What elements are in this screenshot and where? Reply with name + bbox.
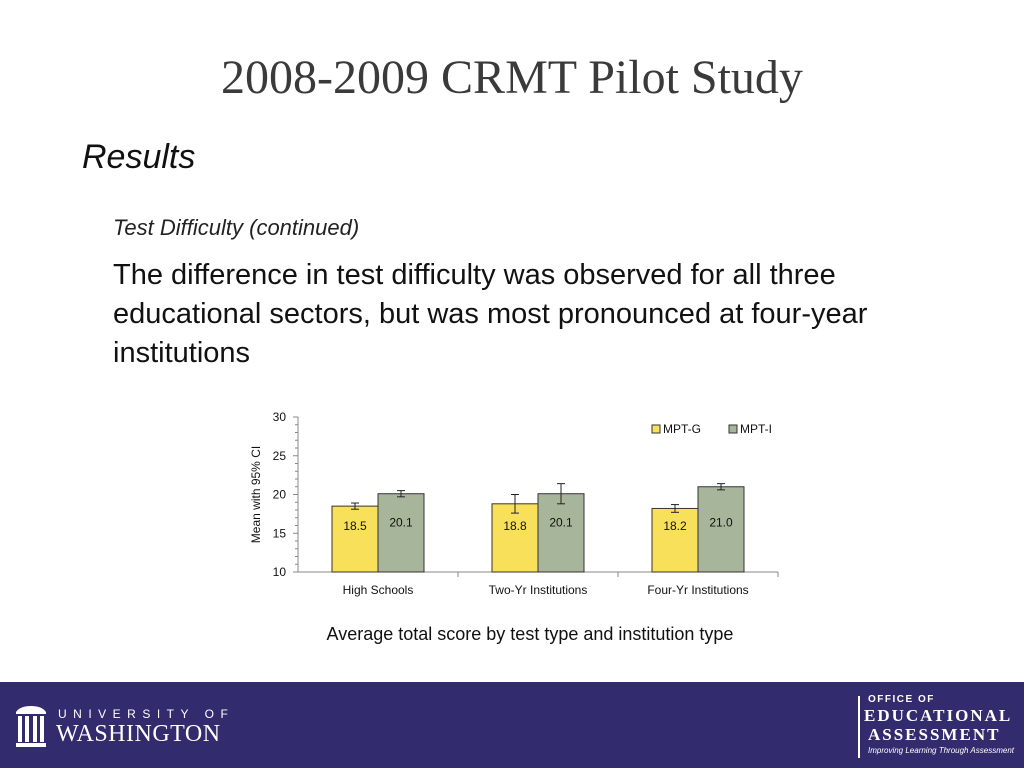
bar-mpt-i xyxy=(377,493,425,573)
legend-label: MPT-G xyxy=(663,422,701,436)
oea-office-of: OFFICE OF xyxy=(868,694,935,705)
y-tick-label: 10 xyxy=(273,565,287,579)
bar-mpt-g xyxy=(651,507,699,573)
footer-bar: UNIVERSITY OF WASHINGTON OFFICE OF EDUCA… xyxy=(0,682,1024,768)
data-label: 18.5 xyxy=(343,519,367,533)
y-tick-label: 15 xyxy=(273,526,287,540)
legend-swatch xyxy=(651,424,661,434)
subheading: Test Difficulty (continued) xyxy=(113,215,360,240)
column-icon xyxy=(16,706,46,747)
chart-svg: 10 15 20 25 30 Mean with 95% CI High Schools 18… xyxy=(249,410,779,597)
bar-mpt-i xyxy=(697,486,745,573)
bar-mpt-g xyxy=(331,505,379,573)
y-tick-label: 20 xyxy=(273,488,287,502)
x-tick-label: High Schools xyxy=(343,583,414,597)
oea-logo: OFFICE OF EDUCATIONAL ASSESSMENT Improvi… xyxy=(858,692,1014,760)
bar-chart: 10 15 20 25 30 Mean with 95% CI High Schools 18… xyxy=(240,400,800,610)
legend-label: MPT-I xyxy=(740,422,772,436)
y-axis-title: Mean with 95% CI xyxy=(249,446,263,543)
data-label: 18.2 xyxy=(663,519,687,533)
section-heading: Results xyxy=(82,138,196,176)
uw-name-bottom: WASHINGTON xyxy=(56,721,221,747)
oea-divider xyxy=(858,696,860,758)
oea-assessment: ASSESSMENT xyxy=(868,725,1001,744)
x-tick-label: Four-Yr Institutions xyxy=(647,583,748,597)
chart-caption: Average total score by test type and ins… xyxy=(326,624,734,644)
body-text: The difference in test difficulty was ob… xyxy=(113,259,868,369)
oea-educational: EDUCATIONAL xyxy=(864,706,1013,725)
y-tick-label: 25 xyxy=(273,449,287,463)
slide-title: 2008-2009 CRMT Pilot Study xyxy=(221,51,803,104)
data-label: 18.8 xyxy=(503,519,527,533)
data-label: 21.0 xyxy=(709,515,733,529)
oea-tagline: Improving Learning Through Assessment xyxy=(868,746,1014,755)
uw-name-top: UNIVERSITY OF xyxy=(58,707,235,721)
bar-mpt-i xyxy=(537,493,585,573)
x-tick-label: Two-Yr Institutions xyxy=(489,583,588,597)
data-label: 20.1 xyxy=(389,515,413,529)
data-label: 20.1 xyxy=(549,515,573,529)
y-tick-label: 30 xyxy=(273,410,287,424)
bar-mpt-g xyxy=(491,503,539,573)
legend-swatch xyxy=(728,424,738,434)
